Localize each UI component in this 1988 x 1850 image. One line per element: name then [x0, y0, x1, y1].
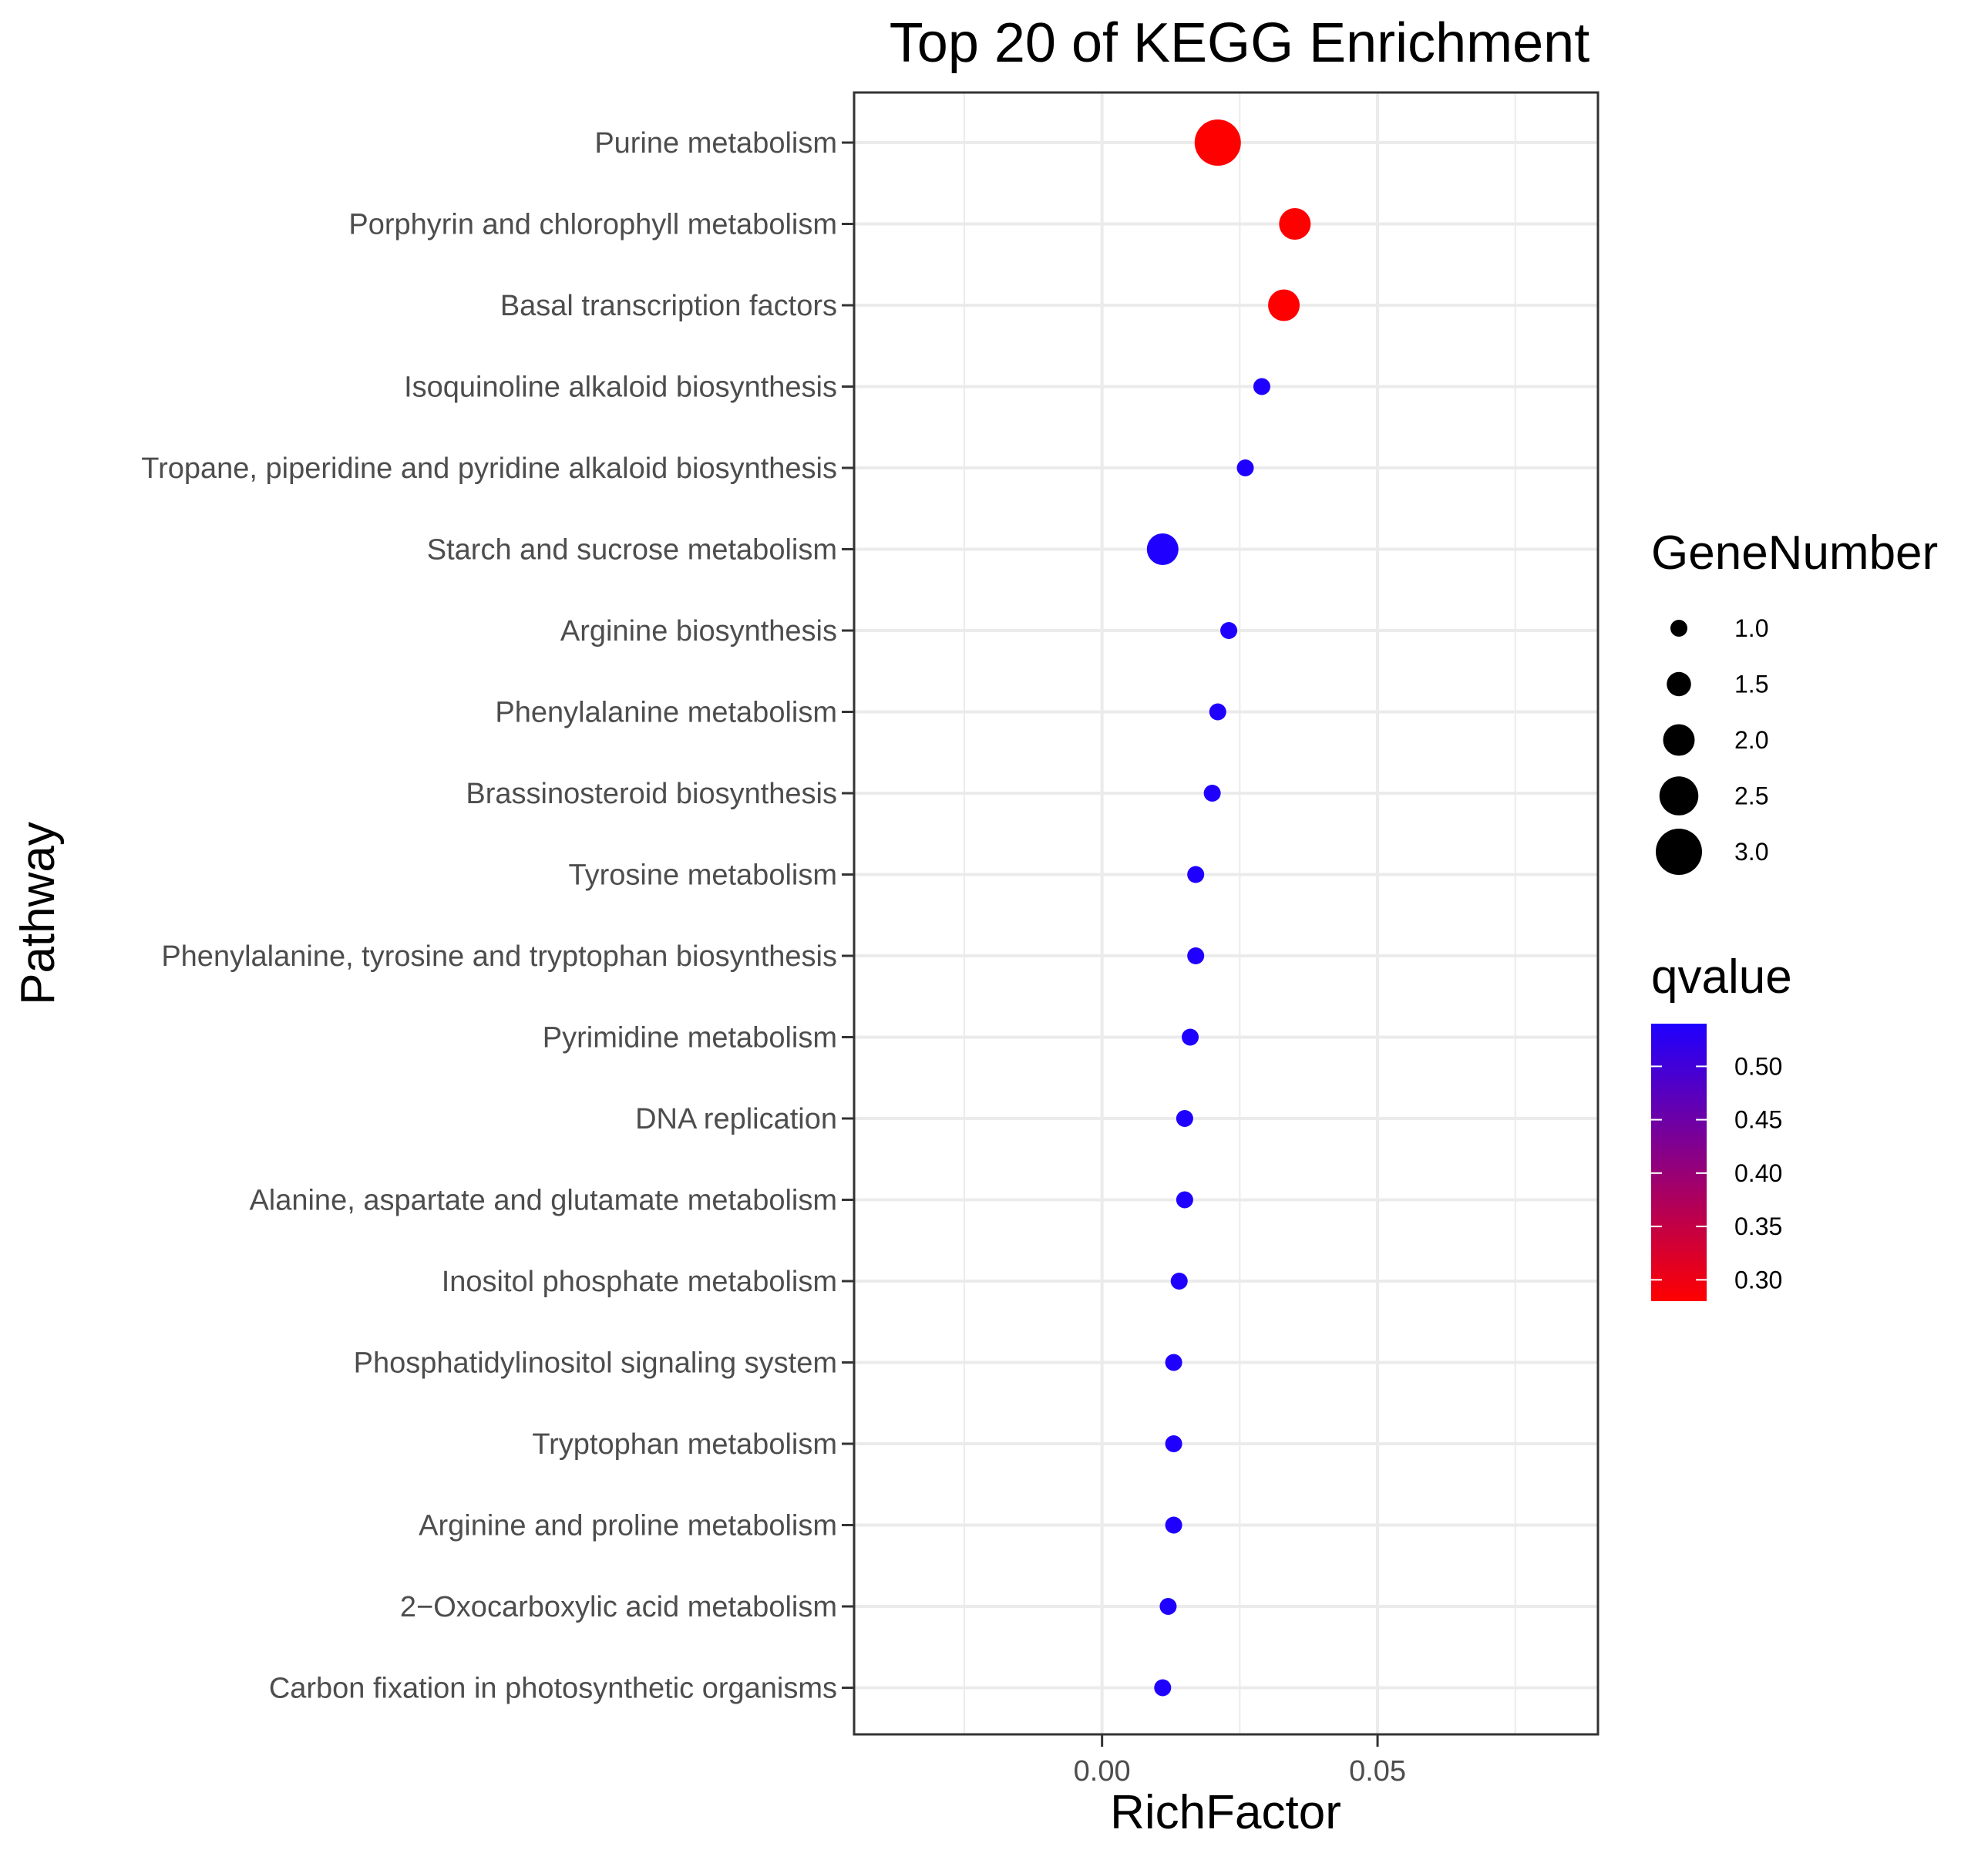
- data-point: [1182, 1028, 1199, 1046]
- color-legend-label: 0.35: [1734, 1213, 1782, 1240]
- y-axis: Purine metabolism Porphyrin and chlorophy…: [141, 127, 854, 1705]
- pathway-label: Basal transcription factors: [500, 290, 837, 322]
- size-legend-label: 1.5: [1734, 671, 1768, 698]
- size-legend-symbol: [1670, 620, 1687, 637]
- color-legend: qvalue 0.30 0.35 0.40 0.45 0.50: [1651, 950, 1792, 1301]
- panel-border: [853, 91, 1599, 1736]
- color-legend-title: qvalue: [1651, 950, 1792, 1004]
- data-points: [1146, 119, 1311, 1697]
- pathway-label: Tyrosine metabolism: [569, 859, 837, 892]
- data-point: [1268, 289, 1300, 321]
- pathway-label: Arginine and proline metabolism: [419, 1510, 837, 1542]
- pathway-label: Isoquinoline alkaloid biosynthesis: [404, 372, 837, 404]
- plot-panel: [854, 92, 1598, 1734]
- data-point: [1187, 947, 1205, 964]
- data-point: [1220, 622, 1238, 639]
- pathway-label: DNA replication: [635, 1103, 837, 1135]
- pathway-label: Arginine biosynthesis: [560, 615, 837, 648]
- pathway-label: Phenylalanine metabolism: [495, 697, 837, 729]
- color-legend-label: 0.30: [1734, 1266, 1782, 1293]
- size-legend-label: 2.0: [1734, 726, 1768, 754]
- data-point: [1154, 1679, 1172, 1697]
- size-legend-symbol: [1663, 724, 1695, 756]
- pathway-label: Carbon fixation in photosynthetic organi…: [269, 1673, 837, 1705]
- color-legend-bar: [1651, 1024, 1707, 1301]
- data-point: [1176, 1110, 1193, 1127]
- pathway-label: Inositol phosphate metabolism: [442, 1266, 837, 1298]
- data-point: [1279, 208, 1311, 240]
- data-point: [1165, 1435, 1182, 1452]
- size-legend-label: 1.0: [1734, 614, 1768, 642]
- pathway-label: Tropane, piperidine and pyridine alkaloi…: [141, 452, 837, 485]
- color-legend-label: 0.40: [1734, 1159, 1782, 1187]
- size-legend-symbol: [1667, 671, 1691, 697]
- pathway-label: 2−Oxocarboxylic acid metabolism: [400, 1591, 837, 1623]
- pathway-label: Purine metabolism: [594, 127, 837, 160]
- size-legend-items: 1.0 1.5 2.0 2.5 3.0: [1656, 614, 1768, 875]
- pathway-label: Starch and sucrose metabolism: [427, 534, 837, 567]
- pathway-label: Tryptophan metabolism: [532, 1428, 837, 1461]
- size-legend: GeneNumber 1.0 1.5 2.0 2.5 3.0: [1651, 526, 1938, 875]
- y-axis-title: Pathway: [12, 822, 65, 1005]
- color-legend-ticks: 0.30 0.35 0.40 0.45 0.50: [1651, 1052, 1782, 1293]
- data-point: [1209, 703, 1226, 721]
- data-point: [1187, 866, 1205, 883]
- data-point: [1165, 1516, 1182, 1534]
- pathway-label: Phosphatidylinositol signaling system: [354, 1347, 837, 1380]
- pathway-label: Brassinosteroid biosynthesis: [466, 778, 837, 810]
- data-point: [1253, 378, 1270, 395]
- pathway-label: Alanine, aspartate and glutamate metabol…: [249, 1185, 837, 1217]
- data-point: [1236, 459, 1254, 476]
- x-tick-label: 0.05: [1349, 1755, 1406, 1788]
- size-legend-symbol: [1656, 829, 1702, 875]
- data-point: [1176, 1191, 1193, 1209]
- pathway-label: Phenylalanine, tyrosine and tryptophan b…: [161, 940, 837, 973]
- chart-title: Top 20 of KEGG Enrichment: [890, 12, 1589, 74]
- data-point: [1165, 1354, 1182, 1371]
- size-legend-title: GeneNumber: [1651, 526, 1938, 580]
- pathway-label: Pyrimidine metabolism: [543, 1022, 837, 1054]
- size-legend-symbol: [1659, 776, 1699, 816]
- color-legend-label: 0.50: [1734, 1052, 1782, 1080]
- color-legend-label: 0.45: [1734, 1106, 1782, 1134]
- x-tick-label: 0.00: [1074, 1755, 1131, 1788]
- data-point: [1203, 785, 1221, 802]
- pathway-label: Porphyrin and chlorophyll metabolism: [348, 209, 837, 241]
- size-legend-label: 3.0: [1734, 838, 1768, 866]
- data-point: [1159, 1598, 1177, 1615]
- data-point: [1194, 119, 1241, 166]
- x-axis: 0.00 0.05: [1074, 1734, 1406, 1788]
- data-point: [1170, 1273, 1188, 1290]
- size-legend-label: 2.5: [1734, 782, 1768, 810]
- data-point: [1146, 533, 1179, 565]
- x-axis-title: RichFactor: [1110, 1786, 1341, 1839]
